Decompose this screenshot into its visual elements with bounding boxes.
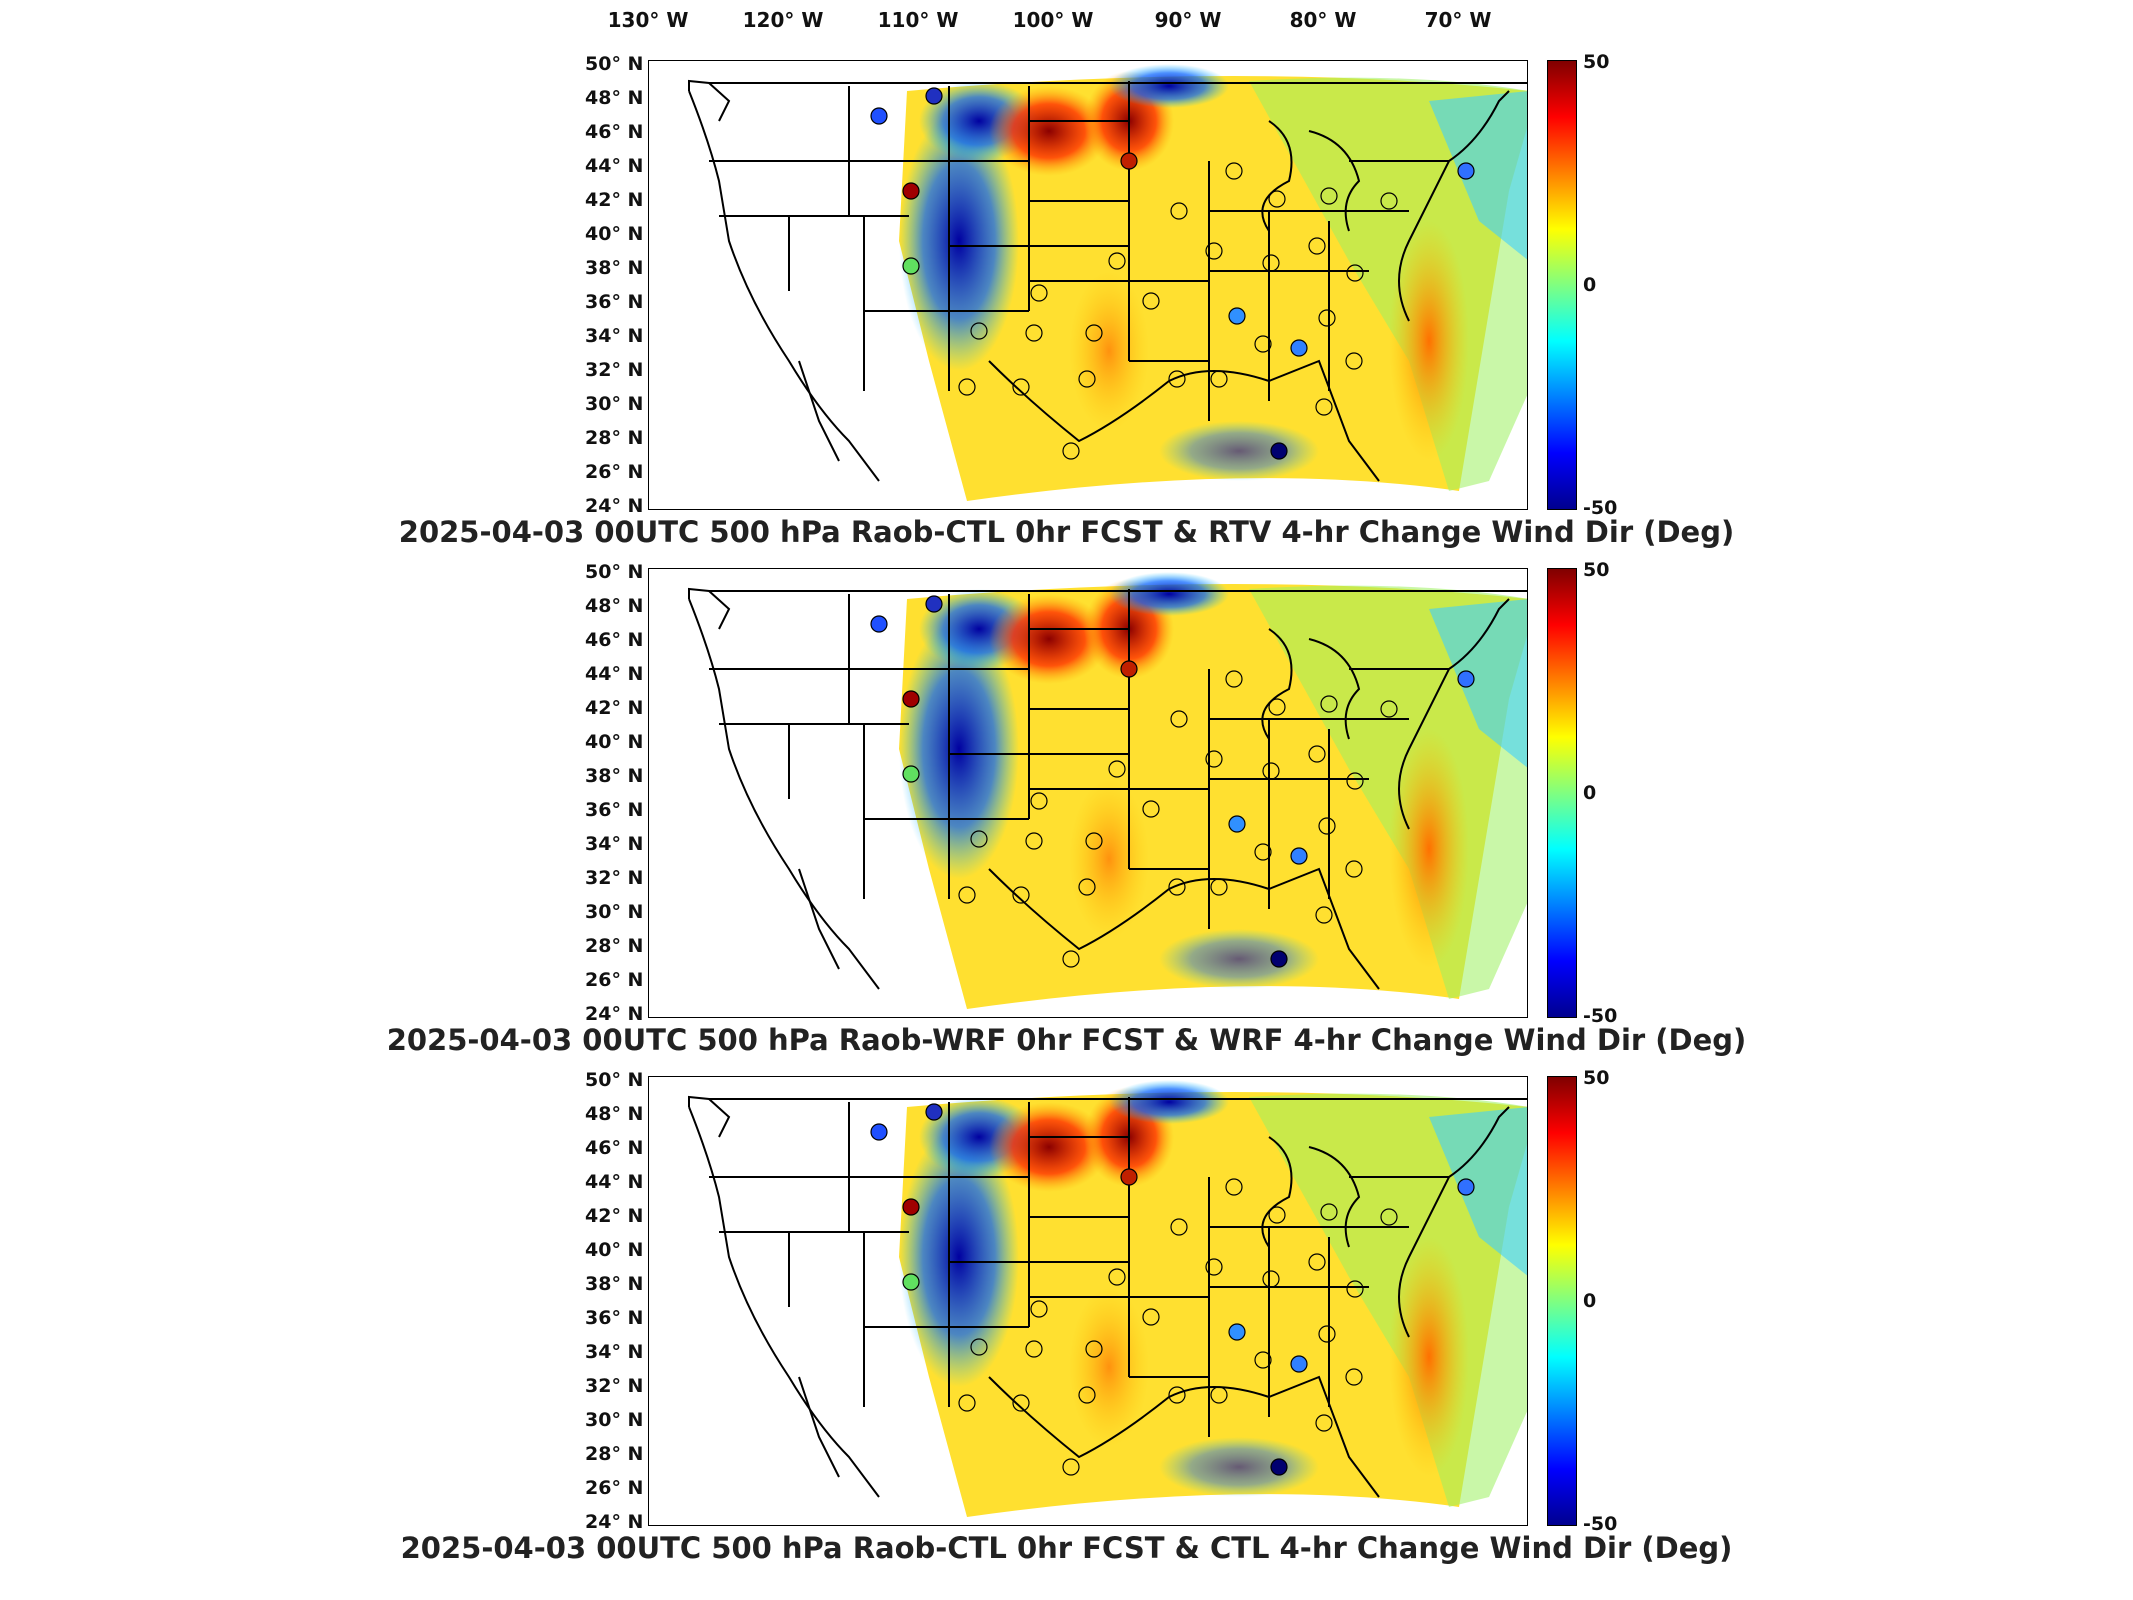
lon-label: 100° W (1012, 8, 1094, 32)
panel-title: 2025-04-03 00UTC 500 hPa Raob-WRF 0hr FC… (386, 1023, 1747, 1057)
lat-label: 38° N (585, 765, 644, 787)
lat-label: 50° N (585, 1069, 644, 1091)
lat-label: 30° N (585, 1409, 644, 1431)
map-panel-2: 50° N 48° N 46° N 44° N 42° N 40° N 38° N 36° N… (0, 559, 2133, 1078)
colorbar-min-label: -50 (1583, 497, 1618, 519)
map-field (688, 571, 1527, 1010)
map-panel-3: 50° N 48° N 46° N 44° N 42° N 40° N 38° N 36° N… (0, 1067, 2133, 1586)
lon-label: 120° W (742, 8, 824, 32)
lat-label: 44° N (585, 1171, 644, 1193)
lat-label: 34° N (585, 833, 644, 855)
lat-label: 24° N (585, 495, 644, 517)
lat-label: 32° N (585, 359, 644, 381)
colorbar (1547, 60, 1577, 510)
lat-label: 26° N (585, 461, 644, 483)
lat-label: 34° N (585, 325, 644, 347)
longitude-axis: 130° W 120° W 110° W 100° W 90° W 80° W … (0, 0, 2133, 40)
lat-label: 36° N (585, 291, 644, 313)
map-field (688, 63, 1527, 502)
lat-label: 34° N (585, 1341, 644, 1363)
lat-label: 44° N (585, 663, 644, 685)
lat-label: 32° N (585, 1375, 644, 1397)
colorbar-min-label: -50 (1583, 1005, 1618, 1027)
map-plot-area (648, 1076, 1528, 1526)
colorbar-mid-label: 0 (1583, 782, 1597, 804)
lat-label: 40° N (585, 731, 644, 753)
lon-label: 70° W (1424, 8, 1492, 32)
lat-label: 48° N (585, 87, 644, 109)
lat-label: 48° N (585, 595, 644, 617)
colorbar-mid-label: 0 (1583, 274, 1597, 296)
lat-label: 46° N (585, 629, 644, 651)
colorbar-max-label: 50 (1583, 559, 1610, 581)
colorbar-min-label: -50 (1583, 1513, 1618, 1535)
lat-label: 28° N (585, 427, 644, 449)
lon-label: 130° W (607, 8, 689, 32)
colorbar-mid-label: 0 (1583, 1290, 1597, 1312)
lat-label: 36° N (585, 799, 644, 821)
lat-label: 30° N (585, 393, 644, 415)
lat-label: 38° N (585, 257, 644, 279)
lat-label: 38° N (585, 1273, 644, 1295)
lat-label: 50° N (585, 561, 644, 583)
colorbar (1547, 568, 1577, 1018)
lat-label: 28° N (585, 935, 644, 957)
lat-label: 40° N (585, 223, 644, 245)
lat-label: 48° N (585, 1103, 644, 1125)
lat-label: 42° N (585, 1205, 644, 1227)
lat-label: 36° N (585, 1307, 644, 1329)
lat-label: 40° N (585, 1239, 644, 1261)
colorbar-max-label: 50 (1583, 1067, 1610, 1089)
lat-label: 28° N (585, 1443, 644, 1465)
lon-label: 90° W (1154, 8, 1222, 32)
lat-label: 46° N (585, 1137, 644, 1159)
map-plot-area (648, 568, 1528, 1018)
lat-label: 44° N (585, 155, 644, 177)
lat-label: 50° N (585, 53, 644, 75)
panel-title: 2025-04-03 00UTC 500 hPa Raob-CTL 0hr FC… (398, 515, 1735, 549)
colorbar (1547, 1076, 1577, 1526)
colorbar-max-label: 50 (1583, 51, 1610, 73)
map-plot-area (648, 60, 1528, 510)
lat-label: 32° N (585, 867, 644, 889)
lat-label: 24° N (585, 1511, 644, 1533)
lat-label: 26° N (585, 969, 644, 991)
panel-title: 2025-04-03 00UTC 500 hPa Raob-CTL 0hr FC… (400, 1531, 1733, 1565)
lat-label: 46° N (585, 121, 644, 143)
lat-label: 26° N (585, 1477, 644, 1499)
map-field (688, 1079, 1527, 1518)
lat-label: 30° N (585, 901, 644, 923)
lon-label: 80° W (1289, 8, 1357, 32)
lat-label: 24° N (585, 1003, 644, 1025)
lat-label: 42° N (585, 697, 644, 719)
lon-label: 110° W (877, 8, 959, 32)
lat-label: 42° N (585, 189, 644, 211)
map-panel-1: 50° N 48° N 46° N 44° N 42° N 40° N 38° N 36° N… (0, 51, 2133, 570)
